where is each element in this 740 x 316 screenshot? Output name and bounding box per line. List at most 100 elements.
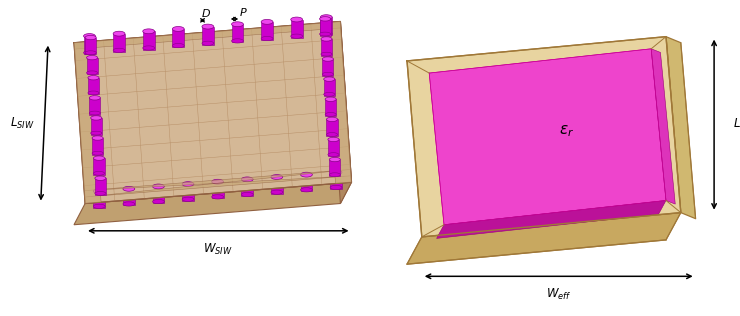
Ellipse shape [143,46,155,50]
Polygon shape [92,138,103,155]
Ellipse shape [152,199,164,204]
Ellipse shape [182,197,194,201]
Ellipse shape [326,117,337,122]
Ellipse shape [172,44,184,48]
Polygon shape [329,160,340,176]
Polygon shape [202,27,214,45]
Text: $D$: $D$ [201,7,211,19]
Polygon shape [261,22,273,40]
Ellipse shape [326,133,337,137]
Ellipse shape [241,177,253,182]
Polygon shape [91,118,102,135]
Ellipse shape [92,151,103,155]
Polygon shape [88,78,99,94]
Ellipse shape [123,186,135,191]
Ellipse shape [232,39,243,43]
Ellipse shape [323,72,334,76]
Text: $L_{SIW}$: $L_{SIW}$ [10,116,35,131]
Polygon shape [325,99,336,116]
Ellipse shape [271,174,283,179]
Ellipse shape [88,76,99,80]
Polygon shape [182,184,194,201]
Ellipse shape [291,17,303,22]
Ellipse shape [90,96,101,100]
Polygon shape [407,37,681,237]
Text: $\varepsilon_r$: $\varepsilon_r$ [559,123,574,138]
Polygon shape [113,34,125,52]
Ellipse shape [93,171,104,175]
Text: $L_{eff}$: $L_{eff}$ [733,117,740,132]
Ellipse shape [271,190,283,194]
Polygon shape [291,20,303,38]
Ellipse shape [330,170,342,175]
Polygon shape [323,59,334,76]
Polygon shape [271,177,283,194]
Polygon shape [323,79,334,96]
Polygon shape [429,49,666,225]
Ellipse shape [92,136,103,140]
Ellipse shape [84,51,95,55]
Ellipse shape [321,52,332,56]
Text: $P$: $P$ [240,6,248,18]
Polygon shape [651,49,676,204]
Ellipse shape [323,57,334,61]
Ellipse shape [330,185,342,190]
Ellipse shape [321,37,332,41]
Polygon shape [172,29,184,47]
Polygon shape [74,21,341,49]
Ellipse shape [329,157,340,162]
Polygon shape [324,21,352,184]
Ellipse shape [123,202,135,206]
Ellipse shape [93,156,104,160]
Polygon shape [152,186,164,203]
Ellipse shape [202,24,214,29]
Text: $W_{SIW}$: $W_{SIW}$ [204,241,233,257]
Ellipse shape [113,48,125,52]
Polygon shape [95,178,106,195]
Polygon shape [212,182,223,198]
Ellipse shape [95,176,106,180]
Ellipse shape [291,34,303,38]
Ellipse shape [93,204,105,209]
Polygon shape [84,36,95,54]
Ellipse shape [91,116,102,120]
Ellipse shape [113,31,125,36]
Ellipse shape [328,153,339,156]
Ellipse shape [212,195,223,199]
Ellipse shape [261,36,273,41]
Ellipse shape [202,41,214,46]
Ellipse shape [320,15,332,20]
Ellipse shape [241,192,253,197]
Polygon shape [241,179,253,196]
Ellipse shape [320,32,332,36]
Polygon shape [93,191,105,208]
Ellipse shape [300,188,312,192]
Polygon shape [437,200,666,238]
Ellipse shape [91,131,102,135]
Polygon shape [84,169,351,197]
Ellipse shape [87,71,98,75]
Text: $W_{eff}$: $W_{eff}$ [546,287,571,302]
Ellipse shape [212,179,223,184]
Polygon shape [74,41,101,204]
Polygon shape [85,38,96,54]
Ellipse shape [320,17,331,21]
Polygon shape [320,19,331,35]
Polygon shape [300,175,312,191]
Ellipse shape [85,35,96,40]
Ellipse shape [328,137,339,142]
Ellipse shape [182,182,194,186]
Polygon shape [320,17,332,35]
Ellipse shape [88,91,99,95]
Ellipse shape [329,173,340,177]
Polygon shape [407,213,681,264]
Ellipse shape [84,33,95,39]
Polygon shape [232,24,243,42]
Ellipse shape [95,191,106,195]
Polygon shape [330,172,342,189]
Polygon shape [321,39,332,56]
Ellipse shape [300,172,312,177]
Ellipse shape [93,189,105,194]
Polygon shape [666,37,696,219]
Ellipse shape [325,112,336,116]
